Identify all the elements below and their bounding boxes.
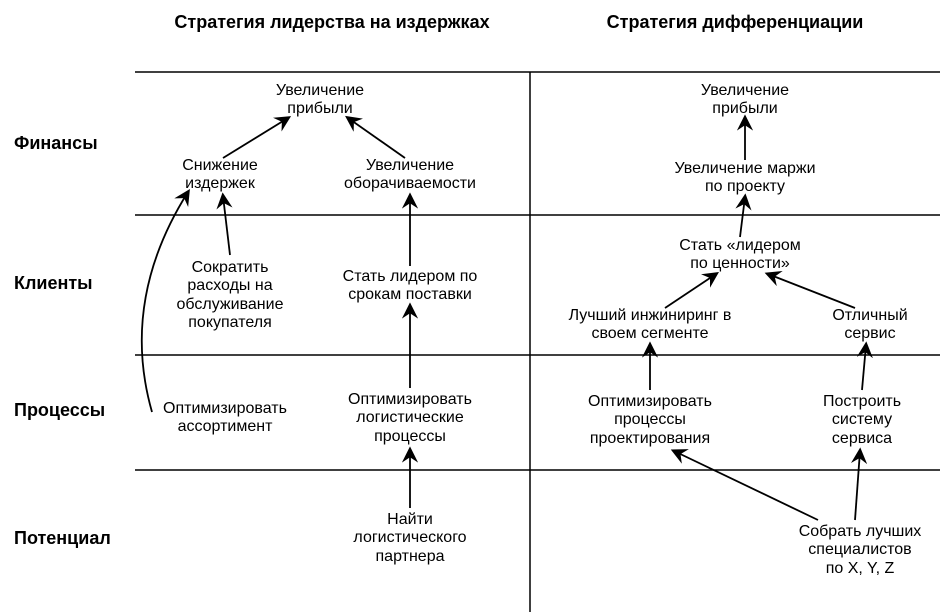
- node: Увеличение маржи по проекту: [645, 160, 845, 197]
- node: Стать лидером по срокам поставки: [310, 268, 510, 305]
- node: Увеличение прибыли: [220, 82, 420, 119]
- node: Лучший инжиниринг в своем сегменте: [550, 307, 750, 344]
- column-header: Стратегия дифференциации: [575, 12, 895, 33]
- node: Оптимизировать ассортимент: [125, 400, 325, 437]
- node: Стать «лидером по ценности»: [640, 237, 840, 274]
- node: Оптимизировать процессы проектирования: [550, 393, 750, 448]
- row-label: Потенциал: [14, 528, 111, 549]
- node: Снижение издержек: [120, 157, 320, 194]
- node: Увеличение оборачиваемости: [310, 157, 510, 194]
- node: Увеличение прибыли: [645, 82, 845, 119]
- node: Сократить расходы на обслуживание покупа…: [130, 259, 330, 333]
- row-label: Клиенты: [14, 273, 93, 294]
- row-label: Процессы: [14, 400, 105, 421]
- column-header: Стратегия лидерства на издержках: [172, 12, 492, 33]
- node: Собрать лучших специалистов по X, Y, Z: [760, 523, 947, 578]
- node: Найти логистического партнера: [310, 511, 510, 566]
- row-label: Финансы: [14, 133, 98, 154]
- node: Построить систему сервиса: [762, 393, 947, 448]
- node: Оптимизировать логистические процессы: [310, 391, 510, 446]
- node: Отличный сервис: [770, 307, 947, 344]
- strategy-map-diagram: Стратегия лидерства на издержках Стратеги…: [0, 0, 947, 613]
